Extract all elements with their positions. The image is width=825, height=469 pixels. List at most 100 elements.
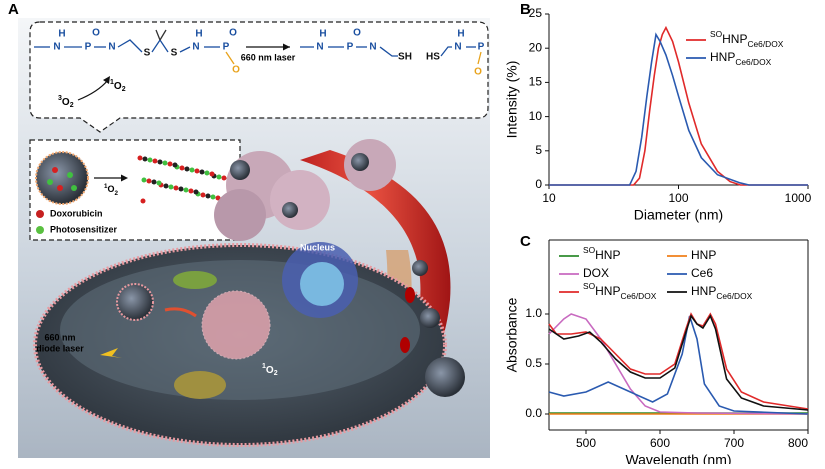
legend-label-sup: SO	[710, 29, 723, 39]
atom-label: N	[369, 42, 376, 53]
y-tick-label: 10	[529, 109, 543, 123]
tumor	[214, 139, 396, 241]
legend-label-sub: Ce6/DOX	[747, 39, 783, 49]
x-axis-label: Wavelength (nm)	[625, 452, 731, 464]
released-dot	[163, 183, 169, 189]
legend-label-main: HNP	[595, 284, 620, 298]
released-dot	[173, 185, 179, 191]
atom-label: O	[353, 28, 361, 39]
released-dot	[167, 161, 173, 167]
legend-label: SOHNPCe6/DOX	[710, 29, 784, 49]
release-oxygen: 1O2	[104, 183, 119, 197]
legend-label: SOHNPCe6/DOX	[583, 281, 657, 301]
y-axis-label: Absorbance	[504, 297, 520, 372]
atom-label: S	[144, 48, 151, 59]
laser-bolt	[100, 348, 122, 358]
data-line	[548, 312, 809, 410]
released-dot	[168, 184, 174, 190]
atom-label: O	[229, 28, 237, 39]
atom-label: N	[454, 42, 461, 53]
y-tick-label: 0	[535, 177, 542, 191]
legend-label-main: HNP	[722, 32, 747, 46]
atom-label: O	[92, 28, 100, 39]
data-line	[549, 25, 808, 186]
mitochondrion	[173, 271, 217, 289]
legend-dox-dot	[36, 210, 44, 218]
diode-laser-label: 660 nm	[44, 332, 75, 342]
atom-label: H	[58, 29, 65, 40]
panel-label: B	[520, 1, 531, 18]
release-arrowhead	[121, 174, 128, 182]
released-dot	[146, 178, 152, 184]
released-dot	[172, 162, 178, 168]
y-tick-label: 20	[529, 40, 543, 54]
nanoparticle	[35, 151, 89, 205]
released-dot	[156, 180, 162, 186]
y-tick-label: 15	[529, 75, 543, 89]
released-dot	[209, 171, 215, 177]
released-dot	[151, 179, 157, 185]
atom-label: SH	[398, 52, 412, 63]
nucleus-label: Nucleus	[300, 242, 335, 252]
released-dot	[205, 193, 211, 199]
diode-laser-label: diode laser	[36, 343, 84, 353]
atom-label: S	[171, 48, 178, 59]
released-dot	[157, 159, 163, 165]
cell-oxygen-sub: 2	[274, 370, 278, 377]
data-line	[549, 32, 808, 186]
released-dot	[199, 169, 205, 175]
released-dot	[142, 156, 148, 162]
panel-a	[18, 18, 490, 458]
legend-label: HNPCe6/DOX	[691, 284, 753, 301]
released-dot	[200, 192, 206, 198]
released-dot	[216, 174, 222, 180]
reaction-arrowhead	[283, 43, 290, 51]
release-oxygen-sup: 1	[104, 183, 108, 190]
panel-label: A	[8, 1, 19, 18]
er	[174, 371, 226, 399]
released-dot	[152, 158, 158, 164]
x-tick-label: 100	[668, 191, 688, 205]
released-dot	[189, 167, 195, 173]
released-dot	[179, 165, 185, 171]
y-tick-label: 0.5	[525, 356, 542, 370]
legend-label: SOHNP	[583, 245, 620, 262]
y-tick-label: 0.0	[525, 406, 542, 420]
triplet-oxygen-sup: 3	[58, 95, 62, 102]
np-dots	[47, 167, 77, 191]
legend-label-sub: Ce6/DOX	[716, 291, 752, 301]
reaction-box	[29, 21, 489, 133]
x-tick-label: 10	[542, 191, 556, 205]
atom-label: N	[53, 42, 60, 53]
cell-oxygen-main: O	[266, 365, 274, 376]
atom-label: H	[319, 29, 326, 40]
singlet-oxygen: 1O2	[110, 79, 126, 93]
singlet-oxygen-main: O	[114, 81, 122, 92]
legend-ps-dot	[36, 226, 44, 234]
singlet-oxygen-sup: 1	[110, 79, 114, 86]
released-dots	[137, 155, 232, 204]
atom-label: O	[474, 67, 482, 78]
atom-label: P	[478, 42, 485, 53]
atom-label: N	[316, 42, 323, 53]
release-oxygen-main: O	[108, 184, 115, 194]
atom-label: H	[457, 29, 464, 40]
released-dot	[178, 186, 184, 192]
released-dot	[184, 166, 190, 172]
y-axis-label: Intensity (%)	[504, 61, 520, 139]
released-dot	[183, 187, 189, 193]
released-dot	[188, 188, 194, 194]
triplet-oxygen-main: O	[62, 97, 70, 108]
released-dot	[210, 194, 216, 200]
atom-label: N	[108, 42, 115, 53]
x-axis-label: Diameter (nm)	[634, 207, 723, 223]
nucleolus	[300, 262, 344, 306]
released-dot	[193, 189, 199, 195]
legend-label-main: DOX	[583, 266, 609, 280]
legend-label-main: HNP	[595, 248, 620, 262]
legend-label-sub: Ce6/DOX	[735, 57, 771, 67]
legend-label-sup: SO	[583, 281, 596, 291]
entering-np	[116, 283, 154, 321]
legend-label-main: HNP	[691, 248, 716, 262]
